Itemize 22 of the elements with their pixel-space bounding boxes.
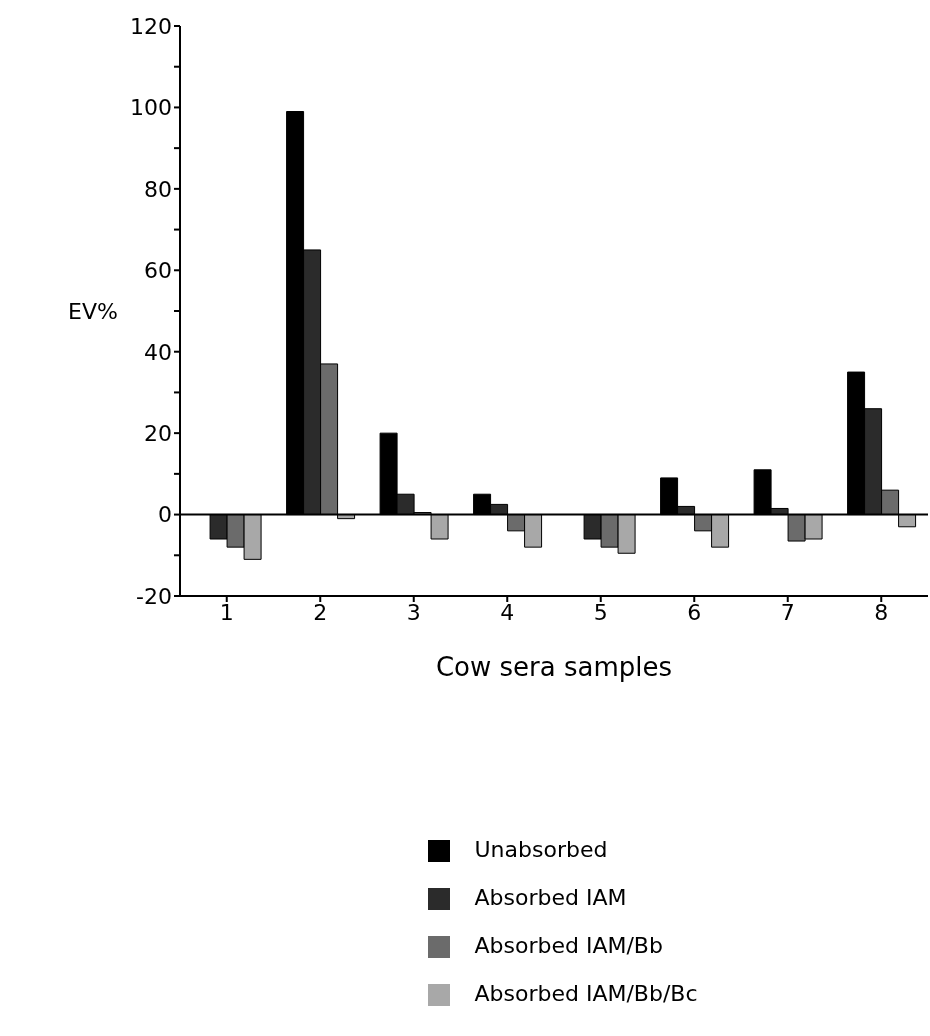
- legend-label: Absorbed IAM: [474, 885, 627, 910]
- y-axis-title: EV%: [68, 298, 118, 324]
- x-tick-label: 6: [687, 599, 702, 625]
- x-tick-label: 8: [874, 599, 889, 625]
- y-tick-label: 80: [144, 176, 172, 202]
- y-tick-label: -20: [136, 583, 172, 609]
- x-tick-label: 5: [593, 599, 608, 625]
- x-tick-label: 2: [313, 599, 328, 625]
- legend-label: Absorbed IAM/Bb: [474, 933, 663, 958]
- y-tick-label: 60: [144, 258, 172, 284]
- y-tick-label: 0: [158, 502, 172, 528]
- x-tick-label: 4: [500, 599, 515, 625]
- y-tick-label: 100: [130, 95, 172, 121]
- x-tick-label: 3: [406, 599, 421, 625]
- y-tick-label: 20: [144, 420, 172, 446]
- x-tick-label: 7: [780, 599, 795, 625]
- y-tick-label: 40: [144, 339, 172, 365]
- y-tick-label: 120: [130, 13, 172, 39]
- legend-label: Absorbed IAM/Bb/Bc: [474, 981, 698, 1006]
- legend-label: Unabsorbed: [474, 837, 608, 862]
- x-tick-label: 1: [219, 599, 234, 625]
- x-axis-title: Cow sera samples: [435, 652, 673, 682]
